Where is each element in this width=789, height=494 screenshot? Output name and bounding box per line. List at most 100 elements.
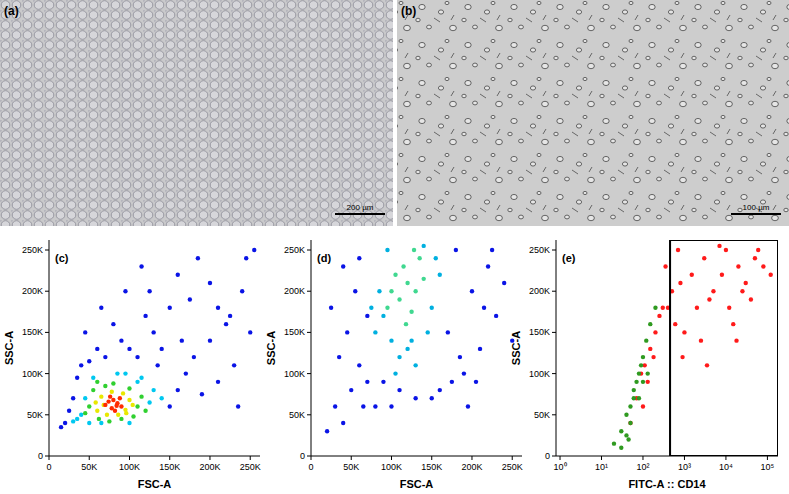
point: [761, 264, 765, 268]
point: [417, 256, 421, 260]
x-tick: [391, 456, 392, 460]
point: [641, 380, 645, 384]
point: [430, 305, 434, 309]
x-axis-label: FSC-A: [400, 478, 434, 490]
point: [644, 338, 648, 342]
point: [405, 281, 409, 285]
point: [717, 244, 721, 248]
point: [93, 400, 97, 404]
point: [91, 388, 95, 392]
point: [135, 380, 139, 384]
point: [657, 314, 661, 318]
y-tick-label: 200K: [529, 286, 550, 296]
point: [240, 289, 244, 293]
point: [114, 404, 118, 408]
point: [208, 281, 212, 285]
point: [151, 388, 155, 392]
point: [168, 305, 172, 309]
panel-label: (d): [317, 252, 331, 264]
point: [188, 297, 192, 301]
point: [628, 421, 632, 425]
point: [634, 380, 638, 384]
point: [357, 363, 361, 367]
point: [176, 388, 180, 392]
point: [434, 256, 438, 260]
x-tick: [129, 456, 130, 460]
point: [405, 347, 409, 351]
point: [474, 380, 478, 384]
point: [365, 314, 369, 318]
scale-bar: [335, 213, 385, 215]
x-tick: [250, 456, 251, 460]
point: [648, 322, 652, 326]
panel-label: (c): [55, 252, 69, 264]
x-tick-label: 10²: [636, 462, 649, 472]
point: [624, 413, 628, 417]
point: [653, 330, 657, 334]
point: [438, 273, 442, 277]
point: [248, 330, 252, 334]
point: [426, 330, 430, 334]
y-tick: [45, 414, 49, 415]
point: [490, 248, 494, 252]
point: [228, 314, 232, 318]
x-tick-label: 10¹: [595, 462, 608, 472]
point: [389, 404, 393, 408]
point: [632, 396, 636, 400]
figure: (a)200 µm(b)100 µm050K100K150K200K250K05…: [0, 0, 789, 494]
point: [71, 419, 75, 423]
point: [119, 404, 123, 408]
y-axis-label: SSC-A: [265, 331, 277, 365]
point: [232, 363, 236, 367]
point: [135, 355, 139, 359]
point: [244, 256, 248, 260]
point: [123, 371, 127, 375]
scale-bar-label: 200 µm: [347, 203, 374, 212]
x-tick: [642, 456, 643, 460]
y-tick: [307, 291, 311, 292]
point: [365, 380, 369, 384]
scale-bar: [731, 213, 781, 215]
point: [438, 388, 442, 392]
x-tick-label: 200K: [461, 462, 482, 472]
x-tick: [601, 456, 602, 460]
point: [99, 394, 103, 398]
point: [123, 289, 127, 293]
point: [619, 446, 623, 450]
gate-box: [670, 240, 778, 456]
point: [676, 248, 680, 252]
point: [224, 322, 228, 326]
y-tick-label: 100K: [284, 369, 305, 379]
micrograph-image: [397, 0, 789, 226]
point: [663, 264, 667, 268]
point: [111, 322, 115, 326]
point: [107, 419, 111, 423]
point: [637, 371, 641, 375]
point: [385, 305, 389, 309]
point: [147, 289, 151, 293]
point: [176, 273, 180, 277]
point: [147, 400, 151, 404]
point: [393, 371, 397, 375]
point: [702, 256, 706, 260]
y-tick: [552, 456, 556, 457]
point: [749, 297, 753, 301]
panel-label: (e): [562, 252, 576, 264]
point: [116, 413, 120, 417]
y-tick: [45, 456, 49, 457]
point: [143, 314, 147, 318]
y-tick-label: 250K: [22, 245, 43, 255]
point: [466, 404, 470, 408]
point: [462, 371, 466, 375]
point: [111, 398, 115, 402]
point: [103, 355, 107, 359]
plot-area: [59, 248, 257, 430]
point: [389, 338, 393, 342]
point: [612, 441, 616, 445]
point: [357, 256, 361, 260]
point: [373, 404, 377, 408]
point: [421, 277, 425, 281]
chart: 050K100K150K200K250K050K100K150K200K250K…: [3, 240, 261, 490]
y-tick: [45, 291, 49, 292]
x-tick-label: 10⁴: [719, 462, 733, 472]
